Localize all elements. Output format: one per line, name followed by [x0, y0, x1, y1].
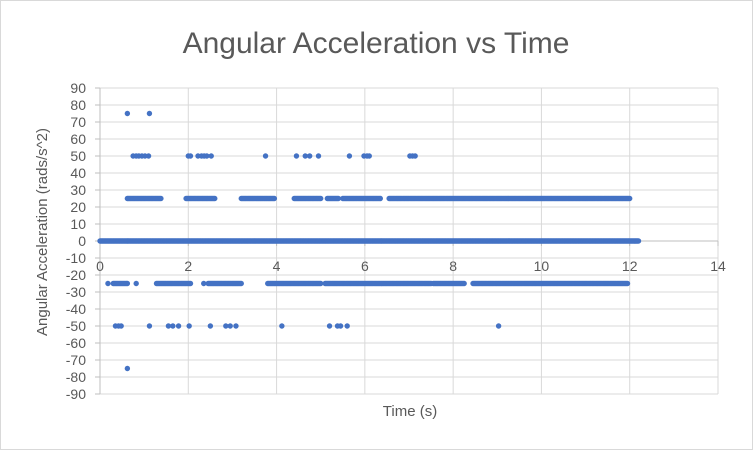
data-points	[97, 110, 642, 372]
data-point	[627, 195, 633, 202]
y-tick-label: -20	[66, 267, 86, 283]
y-tick-label: 90	[70, 80, 86, 96]
data-point	[187, 280, 194, 287]
y-tick-label: 70	[70, 114, 86, 130]
data-point	[146, 110, 153, 117]
data-point	[208, 153, 214, 159]
data-point	[170, 323, 176, 329]
data-point	[145, 153, 152, 159]
y-tick-label: 80	[70, 97, 86, 113]
data-point	[337, 323, 344, 329]
data-point	[377, 195, 384, 202]
data-point	[201, 280, 207, 287]
x-tick-label: 0	[96, 258, 104, 274]
x-tick-label: 14	[710, 258, 726, 274]
y-tick-label: 10	[70, 216, 86, 232]
data-point	[227, 323, 233, 329]
data-point	[318, 280, 324, 287]
y-tick-label: -80	[66, 369, 86, 385]
y-tick-label: 40	[70, 165, 86, 181]
data-point	[495, 323, 502, 329]
y-tick-label: -70	[66, 352, 86, 368]
data-point	[624, 280, 631, 287]
data-point	[158, 195, 164, 202]
data-point	[105, 280, 111, 287]
x-axis-title: Time (s)	[383, 403, 437, 420]
data-point	[207, 323, 214, 329]
data-point	[124, 280, 131, 287]
y-tick-label: -60	[66, 335, 86, 351]
data-point	[187, 153, 194, 159]
data-point	[635, 238, 642, 244]
data-point	[344, 323, 350, 329]
y-tick-label: -50	[66, 318, 86, 334]
y-axis-title: Angular Acceleration (rads/s^2)	[34, 128, 51, 336]
data-point	[335, 195, 342, 202]
y-tick-label: 50	[70, 148, 86, 164]
data-point	[366, 153, 372, 159]
y-tick-label: -10	[66, 250, 86, 266]
y-tick-label: 30	[70, 182, 86, 198]
data-point	[118, 323, 124, 329]
y-tick-label: -30	[66, 284, 86, 300]
data-point	[146, 323, 153, 329]
x-tick-label: 8	[449, 258, 457, 274]
data-point	[133, 280, 139, 287]
data-point	[124, 365, 131, 372]
x-tick-label: 2	[184, 258, 192, 274]
tick-labels: 9080706050403020100-10-20-30-40-50-60-70…	[66, 80, 726, 402]
data-point	[412, 153, 418, 159]
data-point	[212, 195, 218, 202]
data-point	[233, 323, 239, 329]
x-tick-label: 6	[361, 258, 369, 274]
x-tick-label: 4	[273, 258, 281, 274]
data-point	[302, 153, 308, 159]
data-point	[306, 153, 313, 159]
data-point	[315, 153, 322, 159]
x-tick-label: 10	[534, 258, 550, 274]
chart-title: Angular Acceleration vs Time	[183, 27, 570, 60]
y-tick-label: -90	[66, 386, 86, 402]
y-tick-label: 60	[70, 131, 86, 147]
data-point	[223, 323, 229, 329]
data-point	[175, 323, 182, 329]
data-point	[279, 323, 285, 329]
y-tick-label: -40	[66, 301, 86, 317]
data-point	[293, 153, 300, 159]
data-point	[165, 323, 172, 329]
data-point	[461, 280, 467, 287]
data-point	[271, 195, 278, 202]
x-tick-label: 12	[622, 258, 638, 274]
data-point	[326, 323, 333, 329]
y-tick-label: 20	[70, 199, 86, 215]
data-point	[262, 153, 269, 159]
data-point	[346, 153, 353, 159]
data-point	[238, 280, 244, 287]
y-tick-label: 0	[78, 233, 86, 249]
data-point	[124, 110, 131, 117]
data-point	[204, 153, 210, 159]
data-point	[186, 323, 192, 329]
data-point	[318, 195, 324, 202]
